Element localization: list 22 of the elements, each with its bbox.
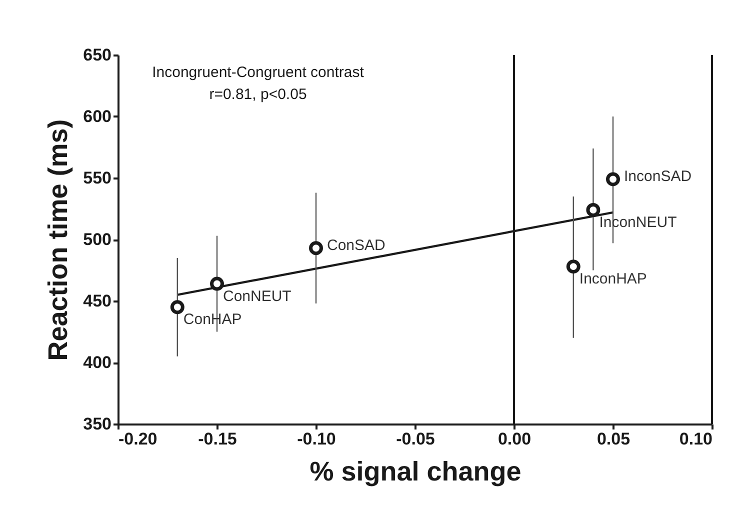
annotation: InconSAD <box>624 168 692 186</box>
y-tick-label: 400 <box>83 353 112 372</box>
y-tick-label: 550 <box>83 168 112 188</box>
x-tick-label: -0.10 <box>297 430 336 448</box>
y-tick-label: 450 <box>83 292 112 310</box>
y-tick-label: 350 <box>83 414 112 434</box>
x-tick-label: -0.15 <box>198 430 237 448</box>
x-tick-label: 0.10 <box>679 430 712 448</box>
annotation: ConNEUT <box>223 288 292 305</box>
y-tick-label: 650 <box>83 46 112 64</box>
x-tick-label: -0.05 <box>396 430 435 448</box>
x-tick-label: -0.20 <box>118 430 158 448</box>
annotation: InconHAP <box>579 270 647 288</box>
annotation: r=0.81, p<0.05 <box>209 86 307 103</box>
annotation: Incongruent-Congruent contrast <box>152 64 365 81</box>
y-tick-label: 500 <box>83 230 112 249</box>
y-tick-label: 600 <box>83 107 112 126</box>
annotation: ConSAD <box>327 237 386 254</box>
x-axis-title: % signal change <box>310 456 522 486</box>
y-axis-title: Reaction time (ms) <box>43 119 74 361</box>
x-tick-label: 0.05 <box>596 430 630 448</box>
x-tick-label: 0.00 <box>498 430 532 448</box>
